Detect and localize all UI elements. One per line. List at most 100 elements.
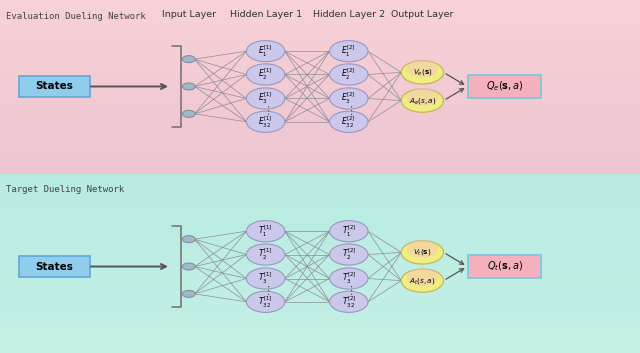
Bar (0, 59, 640, 63)
Bar (0, 128, 640, 133)
Circle shape (246, 268, 285, 289)
Text: Input Layer: Input Layer (162, 10, 216, 18)
Text: $\vdots$: $\vdots$ (262, 284, 269, 297)
Bar (0, 292, 640, 296)
FancyBboxPatch shape (19, 76, 90, 97)
Bar (0, 108, 640, 112)
Bar (0, 150, 640, 154)
Bar (0, 101, 640, 105)
Bar (0, 192, 640, 196)
Bar (0, 274, 640, 278)
Bar (0, 174, 640, 178)
Bar (0, 66, 640, 70)
Bar (0, 94, 640, 98)
Bar (0, 263, 640, 268)
Circle shape (182, 290, 195, 297)
Text: $Q_e(\mathbf{s},a)$: $Q_e(\mathbf{s},a)$ (486, 80, 524, 93)
Bar (0, 163, 640, 168)
Bar (0, 160, 640, 164)
Text: $E^{[2]}_{2}$: $E^{[2]}_{2}$ (342, 67, 356, 82)
Circle shape (246, 291, 285, 312)
Bar (0, 55, 640, 59)
Bar (0, 24, 640, 28)
Circle shape (406, 88, 438, 106)
Bar (0, 313, 640, 317)
Bar (0, 118, 640, 122)
Circle shape (246, 111, 285, 132)
Bar (0, 267, 640, 271)
Bar (0, 0, 640, 4)
Text: States: States (35, 262, 74, 271)
Circle shape (406, 268, 438, 286)
Bar (0, 76, 640, 80)
Bar (0, 231, 640, 235)
Circle shape (246, 64, 285, 85)
FancyBboxPatch shape (468, 255, 541, 278)
Circle shape (246, 221, 285, 242)
Bar (0, 285, 640, 289)
Bar (0, 335, 640, 339)
Bar (0, 90, 640, 94)
Circle shape (246, 244, 285, 265)
Bar (0, 317, 640, 321)
Circle shape (401, 61, 444, 84)
Bar (0, 299, 640, 303)
Bar (0, 245, 640, 250)
Text: $E^{[1]}_{2}$: $E^{[1]}_{2}$ (259, 67, 273, 82)
Bar (0, 259, 640, 264)
Bar (0, 185, 640, 189)
Bar (0, 27, 640, 31)
Bar (0, 213, 640, 217)
Bar (0, 206, 640, 210)
Text: $E^{[2]}_{1}$: $E^{[2]}_{1}$ (342, 43, 356, 59)
Bar (0, 235, 640, 239)
FancyBboxPatch shape (468, 75, 541, 98)
Bar (0, 306, 640, 310)
Bar (0, 210, 640, 214)
Text: Hidden Layer 2: Hidden Layer 2 (313, 10, 385, 18)
Circle shape (330, 221, 368, 242)
Text: Output Layer: Output Layer (391, 10, 454, 18)
Circle shape (330, 41, 368, 62)
Bar (0, 196, 640, 200)
Text: $\vdots$: $\vdots$ (262, 104, 269, 116)
Bar (0, 17, 640, 21)
Text: $E^{[2]}_{32}$: $E^{[2]}_{32}$ (342, 114, 356, 130)
Bar (0, 136, 640, 140)
Circle shape (246, 41, 285, 62)
Text: $T^{[2]}_{3}$: $T^{[2]}_{3}$ (342, 271, 356, 286)
Text: $T^{[2]}_{32}$: $T^{[2]}_{32}$ (342, 294, 356, 310)
Bar (0, 327, 640, 331)
Circle shape (330, 111, 368, 132)
Circle shape (401, 89, 444, 112)
Circle shape (406, 60, 438, 78)
Circle shape (182, 56, 195, 62)
Circle shape (246, 88, 285, 109)
Bar (0, 139, 640, 143)
Bar (0, 249, 640, 253)
Bar (0, 331, 640, 335)
Bar (0, 238, 640, 243)
Bar (0, 132, 640, 136)
Circle shape (406, 240, 438, 258)
Text: Target Dueling Network: Target Dueling Network (6, 185, 125, 194)
Bar (0, 228, 640, 232)
Bar (0, 342, 640, 346)
Bar (0, 295, 640, 299)
Circle shape (182, 83, 195, 90)
Text: $T^{[1]}_{2}$: $T^{[1]}_{2}$ (259, 247, 273, 262)
Bar (0, 31, 640, 35)
Bar (0, 45, 640, 49)
Bar (0, 220, 640, 225)
Bar (0, 97, 640, 101)
Text: $T^{[1]}_{3}$: $T^{[1]}_{3}$ (259, 271, 273, 286)
Bar (0, 153, 640, 157)
Bar (0, 188, 640, 193)
Bar (0, 345, 640, 349)
Bar (0, 288, 640, 292)
Text: $T^{[1]}_{32}$: $T^{[1]}_{32}$ (259, 294, 273, 310)
Circle shape (330, 64, 368, 85)
Bar (0, 34, 640, 38)
Bar (0, 181, 640, 185)
Text: $V_t(\mathbf{s})$: $V_t(\mathbf{s})$ (413, 247, 431, 257)
